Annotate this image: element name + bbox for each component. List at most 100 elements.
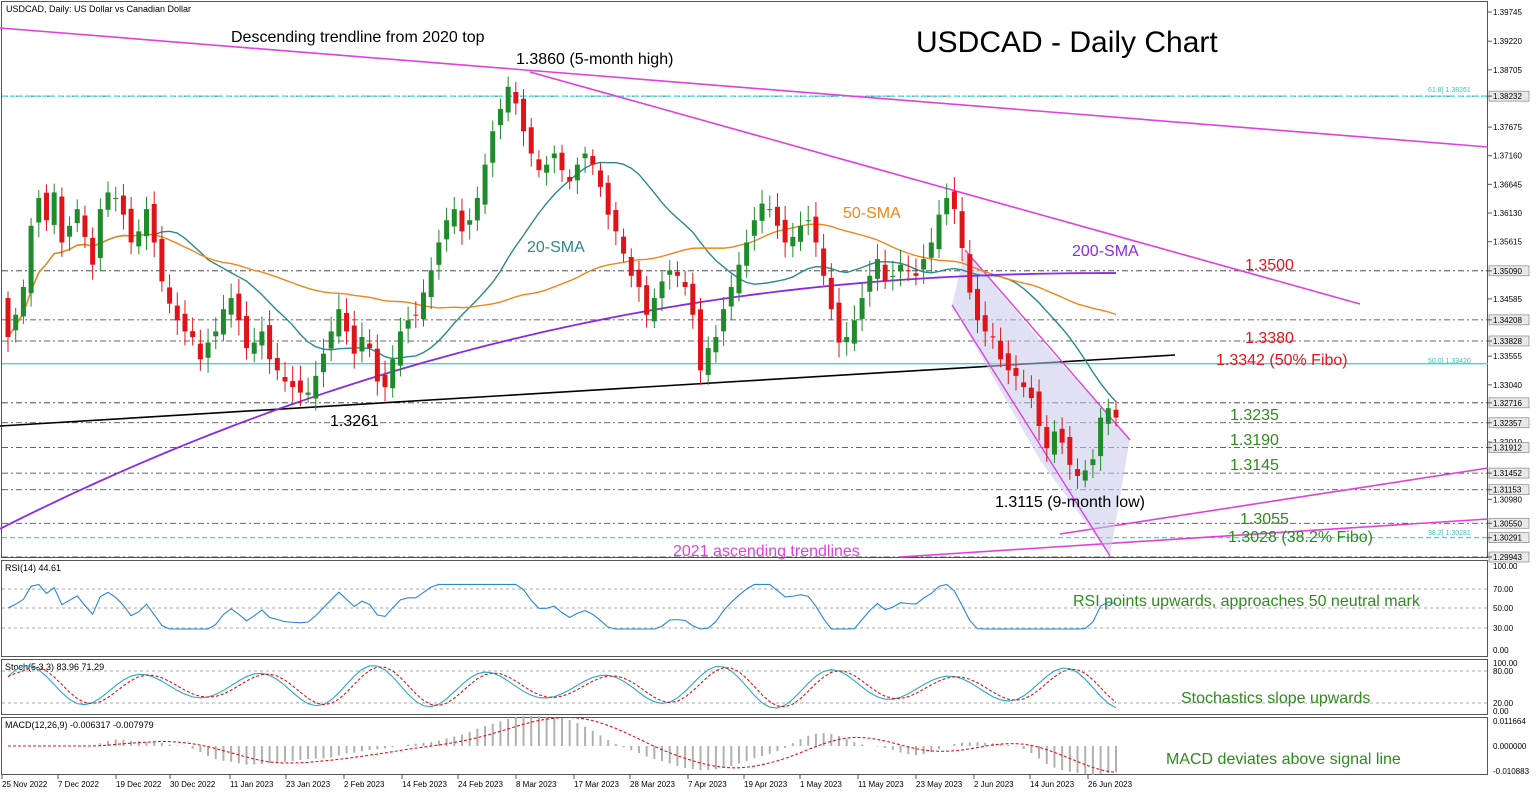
date-axis-label: 11 May 2023 — [858, 780, 904, 789]
candle-body — [874, 259, 880, 279]
candle-body — [28, 225, 34, 294]
level-label: 1.3145 — [1230, 457, 1279, 474]
candle-body — [944, 197, 950, 215]
candle-body — [644, 285, 650, 315]
candle-body — [805, 220, 811, 222]
price-axis-label: 1.35090 — [1493, 267, 1522, 276]
candle-body — [1075, 469, 1081, 476]
date-axis-label: 19 Apr 2023 — [744, 780, 788, 789]
candle-body — [497, 109, 503, 126]
candle-body — [220, 309, 226, 335]
candle-body — [921, 259, 927, 270]
candle-body — [567, 176, 573, 182]
candle-body — [267, 325, 273, 360]
candle-body — [1021, 382, 1027, 388]
candle-body — [20, 286, 26, 317]
stoch-axis-label: 20.00 — [1493, 699, 1514, 708]
candle-body — [144, 209, 149, 237]
candle-body — [736, 264, 742, 294]
candle-body — [436, 242, 442, 265]
candle-body — [1098, 417, 1104, 457]
horizontal-levels — [2, 95, 1488, 558]
price-axis-label: 1.31153 — [1493, 486, 1522, 495]
candle-body — [205, 342, 211, 358]
level-label: 1.3380 — [1245, 330, 1294, 347]
rsi-line — [7, 583, 1117, 630]
window-title: USDCAD, Daily: US Dollar vs Canadian Dol… — [6, 4, 191, 14]
candle-body — [828, 277, 834, 310]
candle-body — [405, 320, 411, 329]
candle-body — [90, 237, 96, 265]
candle-body — [113, 197, 119, 199]
rsi-axis-label: 70.00 — [1493, 585, 1514, 594]
stoch-axis-label: 100.00 — [1493, 659, 1518, 668]
price-axis-label: 1.31912 — [1493, 444, 1522, 453]
ascending-trendline-2021-lower — [899, 518, 1489, 558]
candle-body — [320, 353, 326, 373]
candle-body — [982, 315, 988, 332]
candle-body — [728, 286, 734, 307]
fibo-label-50: 50.0] 1.33420 — [1428, 358, 1471, 365]
candle-body — [43, 192, 49, 221]
candle-body — [236, 293, 242, 321]
candle-body — [82, 215, 88, 237]
candle-body — [928, 242, 934, 258]
label-ascending-2021: 2021 ascending trendlines — [673, 543, 860, 560]
descending-trendline-2023 — [529, 71, 1361, 305]
price-axis-label: 1.30291 — [1493, 534, 1522, 543]
candle-body — [682, 282, 688, 287]
price-axis-label: 1.32357 — [1493, 419, 1522, 428]
macd-comment: MACD deviates above signal line — [1166, 751, 1401, 768]
candle-body — [290, 381, 296, 388]
candle-body — [451, 209, 457, 227]
price-axis-label: 1.38232 — [1493, 92, 1522, 101]
candle-body — [813, 216, 819, 243]
candle-body — [751, 220, 757, 236]
level-label: 1.3500 — [1245, 257, 1294, 274]
rsi-panel: RSI(14) 44.61 RSI points upwards, approa… — [2, 562, 1518, 655]
candle-body — [859, 298, 865, 319]
candle-body — [167, 287, 173, 304]
candle-body — [1113, 409, 1119, 418]
price-axis-label: 1.39745 — [1493, 8, 1522, 17]
candle-body — [1059, 428, 1065, 443]
candle-body — [998, 340, 1004, 360]
label-50-sma: 50-SMA — [843, 205, 901, 222]
price-axis-label: 1.34585 — [1493, 295, 1522, 304]
candle-body — [67, 225, 73, 237]
label-5-month-high: 1.3860 (5-month high) — [516, 51, 673, 68]
price-axis-label: 1.39220 — [1493, 37, 1522, 46]
candle-body — [444, 220, 450, 240]
candle-body — [1036, 391, 1042, 426]
date-axis-label: 26 Jun 2023 — [1088, 780, 1133, 789]
candle-body — [367, 343, 373, 349]
candle-body — [667, 270, 673, 275]
label-trendline-2020: Descending trendline from 2020 top — [231, 29, 485, 46]
stochastics-panel: Stoch(5,3,3) 83.96 71.29 Stochastics slo… — [2, 659, 1518, 716]
price-axis-label: 1.33828 — [1493, 337, 1522, 346]
macd-axis-label: 0.000000 — [1493, 742, 1527, 751]
stoch-title: Stoch(5,3,3) 83.96 71.29 — [5, 662, 104, 672]
macd-axis: 0.011664 0.000000 -0.010883 — [1493, 717, 1530, 776]
candle-body — [5, 298, 11, 337]
price-axis-label: 1.32716 — [1493, 399, 1522, 408]
stoch-axis-label: 80.00 — [1493, 667, 1514, 676]
date-axis-label: 14 Jun 2023 — [1030, 780, 1075, 789]
rsi-axis: 100.00 70.00 50.00 30.00 0.00 — [1493, 562, 1518, 655]
date-axis-label: 24 Feb 2023 — [458, 780, 503, 789]
candle-body — [651, 298, 657, 322]
candle-body — [767, 209, 773, 211]
date-axis-label: 11 Jan 2023 — [230, 780, 274, 789]
descending-trendline-2020 — [0, 27, 1489, 148]
main-title: USDCAD - Daily Chart — [916, 26, 1218, 59]
candle-body — [636, 269, 642, 287]
price-axis-label: 1.33555 — [1493, 352, 1522, 361]
candle-body — [975, 288, 980, 321]
price-axis-label: 1.30980 — [1493, 495, 1522, 504]
stoch-axis-label: 0.00 — [1493, 707, 1509, 716]
date-axis: 25 Nov 2022 7 Dec 2022 19 Dec 2022 30 Dec 2… — [1, 775, 1133, 789]
candle-body — [259, 331, 265, 346]
candle-body — [36, 197, 42, 223]
